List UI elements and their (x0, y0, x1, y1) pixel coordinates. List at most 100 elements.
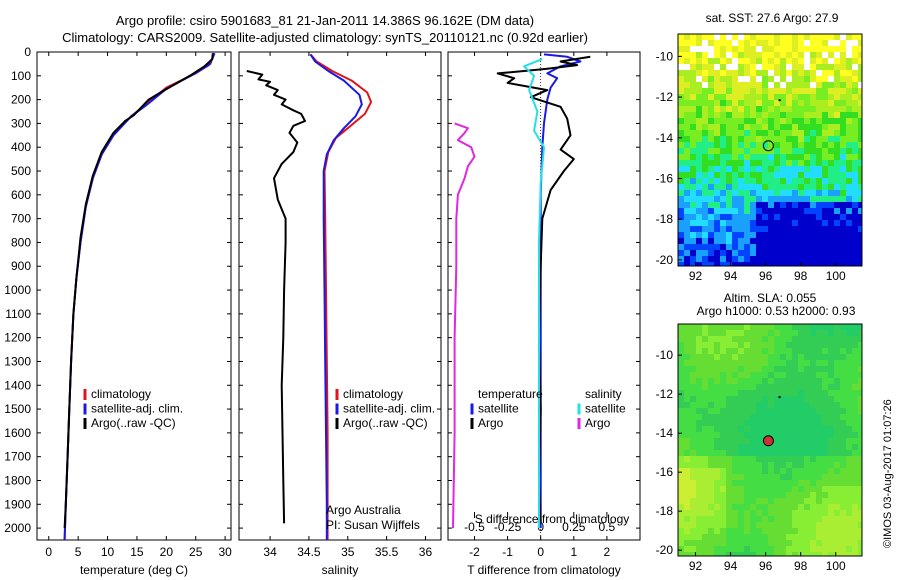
x-tick-label: 20 (160, 545, 174, 559)
series-line-satellite (539, 53, 582, 529)
depth-tick-label: 1000 (4, 283, 31, 297)
depth-tick-label: 700 (11, 212, 31, 226)
map-x-tick-label: 100 (826, 559, 846, 573)
x-tick-label: 2 (604, 545, 611, 559)
map-y-tick-label: -18 (656, 504, 674, 518)
legend-label: satellite-adj. clim. (343, 402, 435, 416)
x-tick-label: 25 (189, 545, 203, 559)
x-tick-label: 35.5 (375, 545, 399, 559)
sla-map-subtitle: Argo h1000: 0.53 h2000: 0.93 (697, 304, 856, 318)
depth-tick-label: 800 (11, 235, 31, 249)
map-frame (677, 33, 863, 267)
depth-tick-label: 1300 (4, 354, 31, 368)
map-x-tick-label: 96 (759, 559, 773, 573)
sst-map-title: sat. SST: 27.6 Argo: 27.9 (706, 11, 839, 25)
depth-tick-label: 400 (11, 140, 31, 154)
map-y-tick-label: -20 (656, 543, 674, 557)
imos-stamp: ©IMOS 03-Aug-2017 01:07:26 (882, 399, 894, 548)
map-y-tick-label: -18 (656, 212, 674, 226)
x-axis-label: salinity (322, 563, 359, 577)
x-tick-label: 0 (537, 545, 544, 559)
depth-tick-label: 100 (11, 69, 31, 83)
x-tick-label: 10 (101, 545, 115, 559)
sla-map: 92 94 96 98 100 -10 -12 -14 -16 -18 -20 (656, 323, 863, 573)
legend-label: climatology (91, 387, 151, 401)
profile-panel-1: 0100200300400500600700800900100011001200… (4, 45, 232, 577)
x-tick-label: -1 (502, 545, 513, 559)
map-y-tick-label: -14 (656, 426, 674, 440)
map-y-tick-label: -12 (656, 90, 674, 104)
x-axis-label: temperature (deg C) (80, 563, 188, 577)
depth-tick-label: 300 (11, 116, 31, 130)
depth-tick-label: 2000 (4, 521, 31, 535)
annotation-text: Argo Australia (326, 503, 401, 517)
legend-header: salinity (585, 387, 622, 401)
sla-field (678, 324, 862, 556)
series-line-satellite-adj-clim- (63, 52, 216, 541)
series-line-argo-raw-qc- (63, 53, 214, 529)
map-x-tick-label: 94 (724, 559, 738, 573)
legend-label: Argo(..raw -QC) (343, 416, 428, 430)
x-tick-label: 34 (263, 545, 277, 559)
sst-field (678, 34, 862, 266)
depth-tick-label: 0 (24, 45, 31, 59)
depth-tick-label: 600 (11, 188, 31, 202)
x-tick-label: 1 (570, 545, 577, 559)
legend-header: temperature (478, 387, 543, 401)
legend-label: Argo (478, 416, 504, 430)
argo-previous-marker (778, 98, 781, 102)
panel-frame (36, 51, 232, 541)
argo-previous-marker (778, 395, 781, 399)
x-tick-label: -2 (469, 545, 480, 559)
series-line-climatology (309, 53, 373, 540)
x2-tick-label: -0.5 (464, 520, 485, 534)
x2-tick-label: -0.25 (494, 520, 522, 534)
depth-tick-label: 500 (11, 164, 31, 178)
legend-label: satellite (585, 402, 626, 416)
series-line-argo-raw-qc- (246, 70, 306, 524)
legend: temperature salinitysatelliteArgosatellit… (470, 387, 626, 430)
x-tick-label: 36 (419, 545, 433, 559)
argo-position-marker (762, 140, 774, 152)
depth-tick-label: 1800 (4, 473, 31, 487)
x-tick-label: 5 (75, 545, 82, 559)
argo-position-marker (762, 435, 774, 447)
series-line-argo (452, 122, 476, 529)
x-tick-label: 15 (130, 545, 144, 559)
map-x-tick-label: 92 (689, 559, 703, 573)
map-x-tick-label: 96 (759, 269, 773, 283)
depth-tick-label: 1400 (4, 378, 31, 392)
x2-axis-label: S difference from climatology (475, 512, 630, 526)
series-line-climatology (63, 52, 216, 541)
profile-panel-3: -2 -1 0 1 2 T difference from climatology -0.5… (447, 51, 641, 577)
map-x-tick-label: 98 (794, 269, 808, 283)
map-y-tick-label: -14 (656, 131, 674, 145)
map-y-tick-label: -12 (656, 387, 674, 401)
x-tick-label: 30 (218, 545, 232, 559)
profile-panel-2: 34 34.5 35 35.5 36 salinity climatologysatelli… (238, 51, 442, 577)
series-line-satellite (523, 58, 545, 529)
legend-label: satellite-adj. clim. (91, 402, 183, 416)
depth-tick-label: 900 (11, 259, 31, 273)
map-x-tick-label: 98 (794, 559, 808, 573)
depth-tick-label: 1700 (4, 450, 31, 464)
legend-label: climatology (343, 387, 403, 401)
x-tick-label: 35 (341, 545, 355, 559)
x-tick-label: 0 (45, 545, 52, 559)
map-y-tick-label: -10 (656, 49, 674, 63)
x2-tick-label: 0.5 (599, 520, 616, 534)
series-line-satellite-adj-clim- (309, 53, 363, 540)
legend-label: Argo(..raw -QC) (91, 416, 176, 430)
map-y-tick-label: -16 (656, 465, 674, 479)
map-frame (677, 323, 863, 557)
sst-map: 92 94 96 98 100 -10 -12 -14 -16 -18 -20 (656, 33, 863, 283)
depth-tick-label: 1200 (4, 331, 31, 345)
map-x-tick-label: 100 (826, 269, 846, 283)
map-x-tick-label: 92 (689, 269, 703, 283)
legend-label: Argo (585, 416, 611, 430)
panel-frame (238, 51, 442, 541)
